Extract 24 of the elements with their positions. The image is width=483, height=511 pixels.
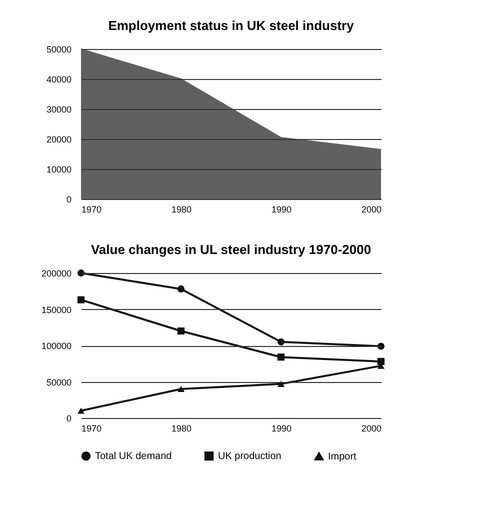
y-tick-label: 100000 — [41, 341, 72, 351]
x-tick-label: 1970 — [82, 204, 102, 214]
x-tick-label: 2000 — [361, 424, 382, 434]
chart-title: Value changes in UL steel industry 1970-2000 — [90, 242, 372, 257]
x-tick-label: 1980 — [171, 424, 192, 434]
y-tick-label: 20000 — [46, 134, 72, 144]
y-tick-label: 150000 — [41, 304, 72, 315]
y-tick-label: 0 — [66, 414, 72, 424]
y-tick-label: 10000 — [46, 164, 72, 174]
x-tick-label: 1990 — [271, 204, 292, 214]
y-tick-label: 0 — [66, 194, 72, 204]
x-tick-label: 1970 — [82, 424, 102, 434]
y-tick-label: 30000 — [46, 104, 72, 114]
y-tick-label: 200000 — [41, 268, 72, 278]
x-tick-label: 1980 — [171, 204, 192, 214]
y-tick-label: 40000 — [46, 74, 72, 84]
x-tick-label: 1990 — [271, 424, 292, 434]
y-tick-label: 50000 — [46, 44, 72, 54]
legend-label: Import — [328, 451, 357, 462]
chart-title: Employment status in UK steel industry — [108, 18, 355, 33]
y-tick-label: 50000 — [46, 377, 72, 388]
legend-label: Total UK demand — [95, 451, 172, 462]
x-tick-label: 2000 — [361, 204, 382, 214]
legend-label: UK production — [218, 451, 282, 462]
